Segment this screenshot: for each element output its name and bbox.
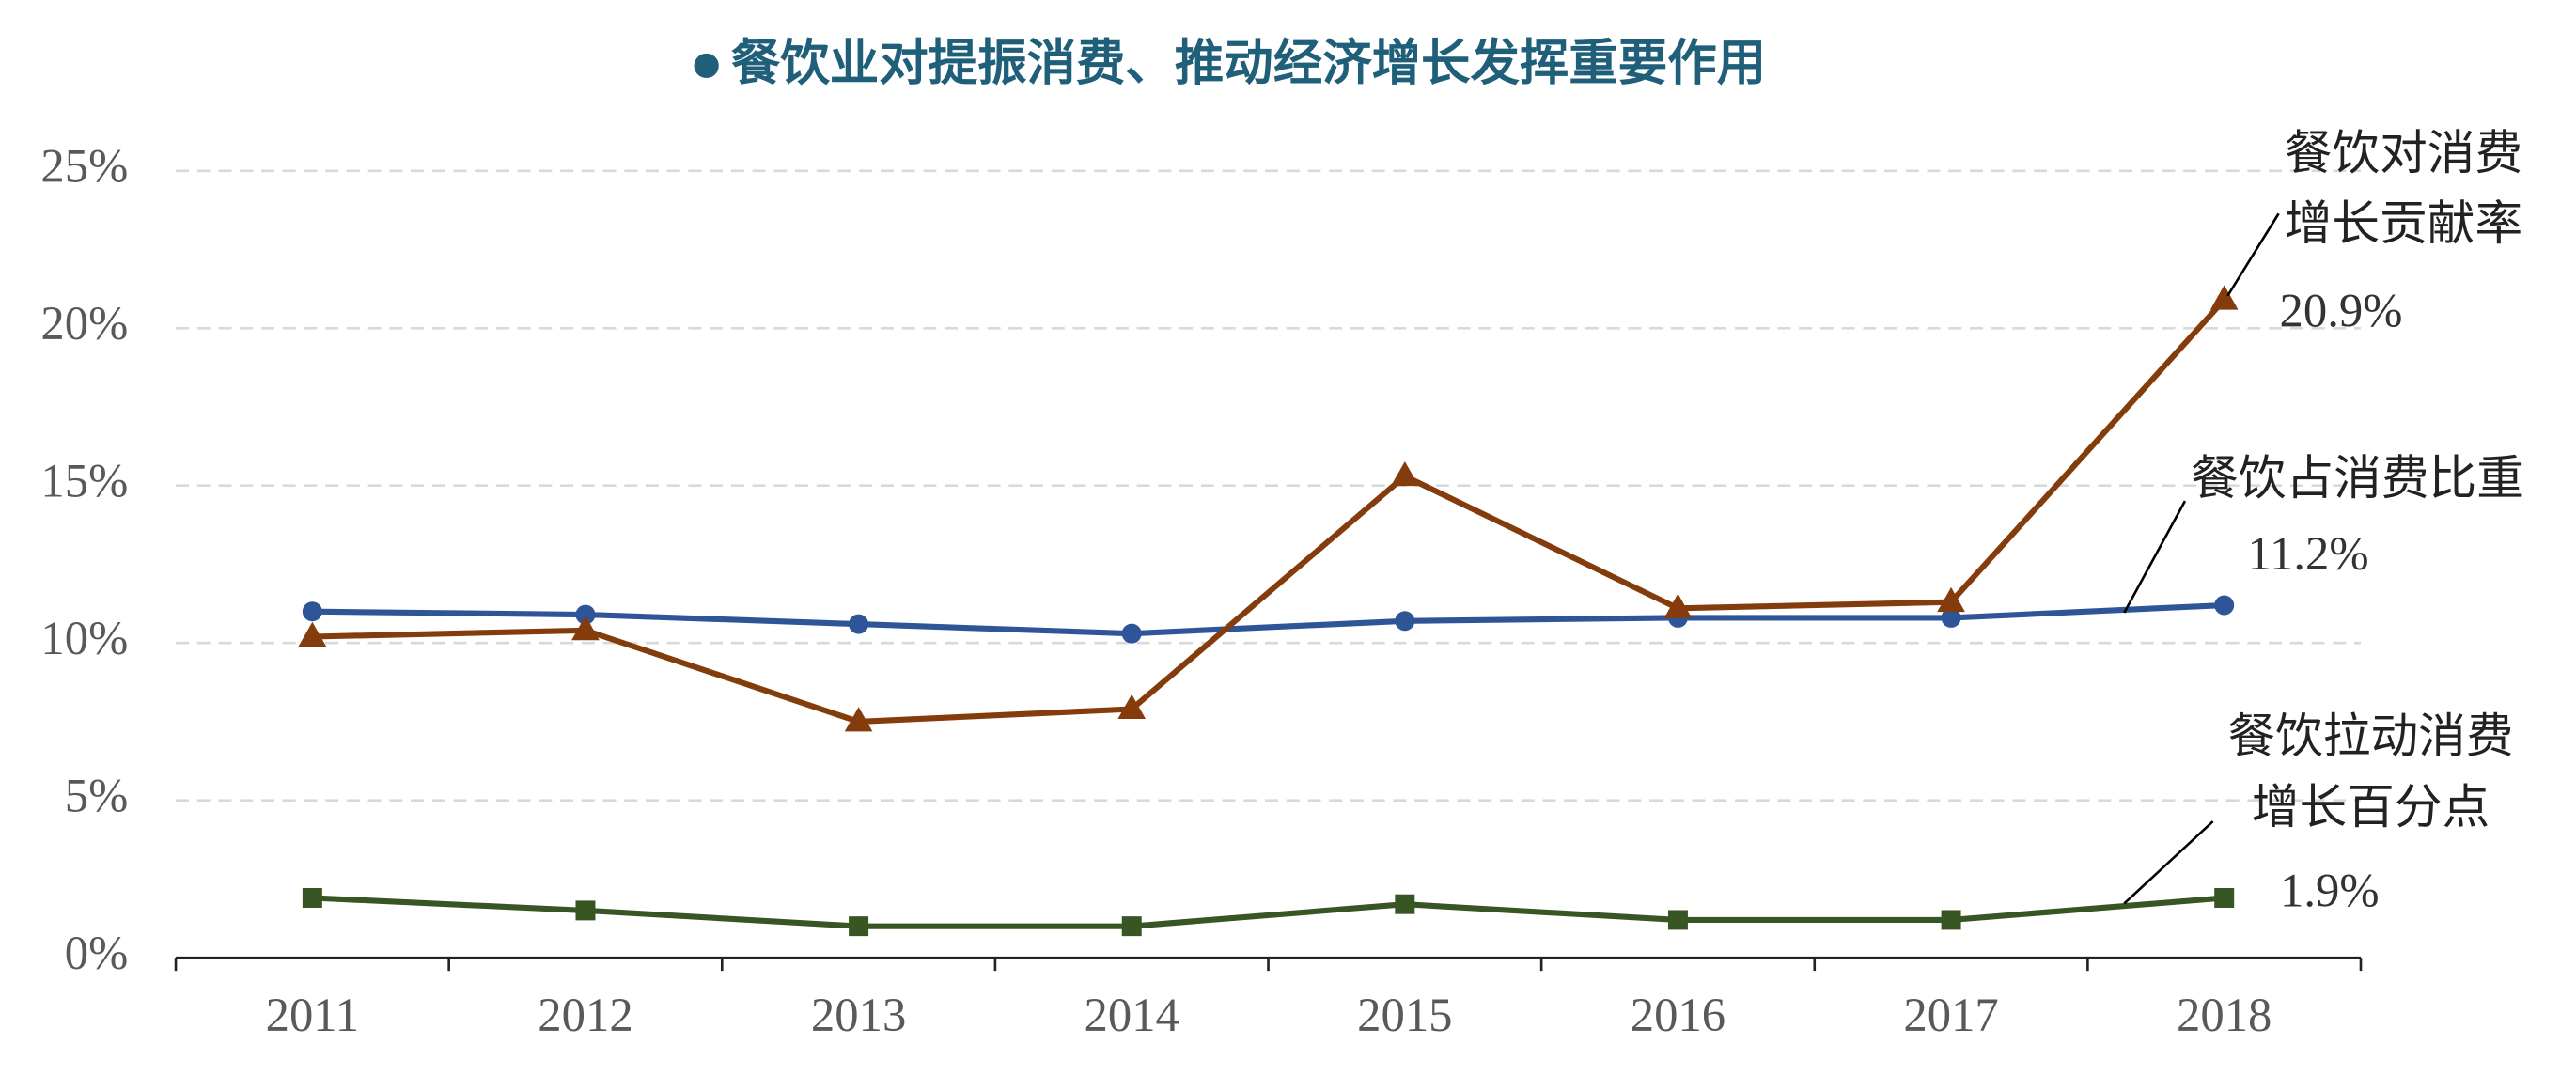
leader-line — [2226, 212, 2280, 297]
x-tick-label: 2015 — [1357, 989, 1452, 1041]
point — [2214, 888, 2235, 908]
value-label: 11.2% — [2248, 527, 2369, 580]
x-tick-label: 2012 — [538, 989, 632, 1041]
x-tick-label: 2017 — [1903, 989, 1998, 1041]
point — [1395, 894, 1415, 914]
point — [1390, 460, 1419, 487]
point — [575, 900, 596, 921]
series-line — [312, 298, 2226, 725]
leader-line — [2123, 820, 2214, 905]
y-tick-label: 20% — [40, 297, 128, 350]
value-label: 1.9% — [2280, 864, 2380, 916]
point — [2214, 595, 2235, 616]
point — [2209, 285, 2239, 310]
y-tick-label: 10% — [40, 612, 128, 664]
point — [1395, 611, 1415, 632]
title-bullet — [694, 53, 719, 79]
series-label: 餐饮占消费比重 — [2191, 450, 2524, 506]
y-tick-label: 0% — [65, 927, 129, 979]
x-tick-label: 2018 — [2177, 989, 2272, 1041]
x-tick-label: 2016 — [1631, 989, 1725, 1041]
chart-title: 餐饮业对提振消费、推动经济增长发挥重要作用 — [731, 35, 1766, 92]
point — [302, 601, 322, 622]
x-tick-label: 2013 — [811, 989, 906, 1041]
y-tick-label: 25% — [40, 139, 128, 192]
series-label: 餐饮对消费增长贡献率 — [2285, 125, 2522, 251]
point — [1121, 623, 1142, 644]
point — [298, 621, 327, 647]
point — [849, 916, 869, 937]
point — [1941, 910, 1961, 930]
point — [1121, 916, 1142, 937]
point — [302, 888, 322, 908]
series-label: 餐饮拉动消费增长百分点 — [2227, 709, 2513, 834]
point — [849, 614, 869, 634]
point — [844, 707, 873, 732]
point — [1663, 593, 1693, 618]
point — [1117, 694, 1147, 720]
x-tick-label: 2014 — [1085, 989, 1179, 1041]
series-line — [312, 601, 2225, 637]
leader-line — [2123, 500, 2187, 614]
point — [1941, 607, 1961, 628]
series-line — [312, 895, 2225, 929]
value-label: 20.9% — [2280, 284, 2403, 336]
y-tick-label: 5% — [65, 769, 129, 821]
point — [1937, 586, 1965, 613]
point — [1667, 910, 1688, 930]
point — [575, 604, 596, 625]
x-tick-label: 2011 — [266, 989, 360, 1041]
y-tick-label: 15% — [40, 454, 128, 507]
point — [571, 616, 600, 641]
